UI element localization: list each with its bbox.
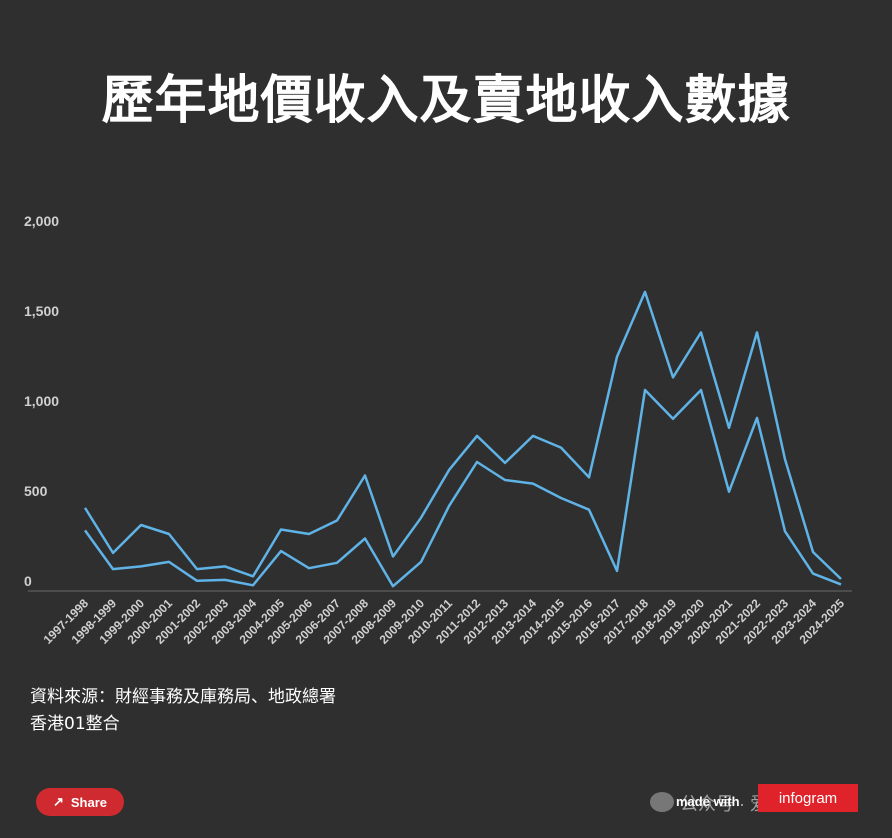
chart-title: 歷年地價收入及賣地收入數據	[101, 71, 791, 131]
series-lines	[83, 290, 842, 588]
share-button[interactable]: ↗ Share	[36, 788, 124, 816]
y-axis-ticks: 2,000 1,500 1,000 500 0	[24, 213, 59, 589]
infogram-logo[interactable]: infogram	[758, 784, 858, 812]
x-axis-ticks: 1997-19981998-19991999-20002000-20012001…	[41, 596, 848, 647]
series-line-2	[83, 388, 842, 588]
share-label: Share	[70, 794, 108, 810]
made-with-label: made with	[676, 794, 740, 809]
share-icon: ↗	[52, 794, 64, 809]
y-tick-label: 2,000	[24, 213, 59, 229]
y-tick-label: 1,000	[24, 393, 59, 409]
wechat-icon	[650, 792, 674, 812]
y-tick-label: 1,500	[24, 303, 59, 319]
y-tick-label: 500	[24, 483, 48, 499]
source-note: 資料來源：財經事務及庫務局、地政總署	[30, 687, 336, 707]
series-line-1	[83, 290, 842, 580]
footer-branding: 公众号 · 爱港漂 made with infogram	[640, 782, 890, 822]
source-note-credit: 香港01整合	[30, 714, 120, 734]
infogram-label: infogram	[778, 789, 838, 807]
y-tick-label: 0	[24, 573, 32, 589]
